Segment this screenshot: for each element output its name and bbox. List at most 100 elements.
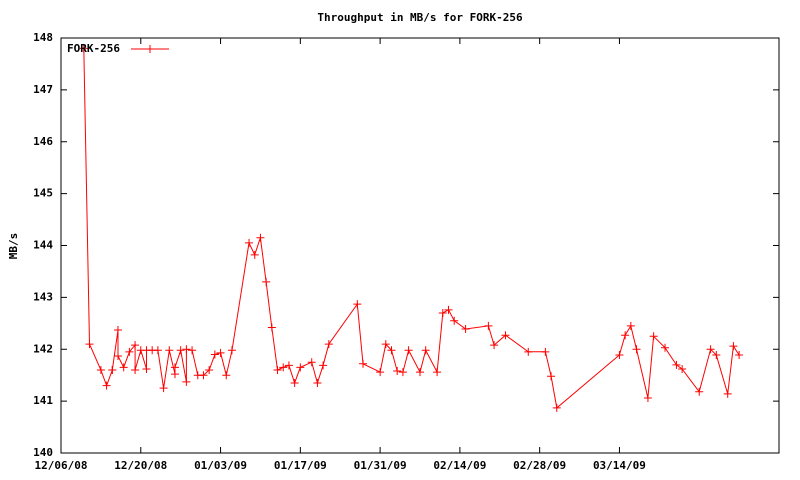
- data-point: [450, 316, 459, 325]
- legend-label: FORK-256: [67, 42, 120, 55]
- data-point: [210, 350, 219, 359]
- data-point: [643, 394, 652, 403]
- x-tick-label: 03/14/09: [593, 459, 646, 472]
- data-point: [706, 345, 715, 354]
- data-point: [404, 346, 413, 355]
- data-point: [131, 366, 140, 374]
- data-point: [672, 360, 681, 369]
- data-point: [267, 323, 276, 332]
- chart-title: Throughput in MB/s for FORK-256: [317, 11, 523, 24]
- data-point: [484, 321, 493, 330]
- data-point: [170, 370, 179, 379]
- data-point: [182, 377, 191, 386]
- data-point: [461, 325, 470, 334]
- data-point: [296, 363, 305, 372]
- data-point: [176, 346, 185, 355]
- data-point: [661, 343, 670, 352]
- data-point: [615, 350, 624, 359]
- data-point: [621, 331, 630, 340]
- data-point: [649, 332, 658, 341]
- data-point: [182, 345, 191, 354]
- data-point: [324, 340, 333, 349]
- y-tick-label: 140: [33, 446, 53, 459]
- data-point: [250, 250, 259, 259]
- x-tick-label: 12/06/08: [35, 459, 88, 472]
- y-tick-label: 144: [33, 239, 53, 252]
- data-point: [552, 403, 561, 412]
- data-point: [290, 378, 299, 387]
- data-point: [96, 366, 105, 374]
- data-point: [421, 346, 430, 355]
- data-point: [131, 341, 140, 350]
- data-point: [729, 342, 738, 351]
- data-point: [387, 346, 396, 355]
- y-tick-label: 148: [33, 31, 53, 44]
- data-point: [125, 347, 134, 356]
- y-tick-label: 143: [33, 290, 53, 303]
- data-point: [256, 233, 265, 242]
- data-point: [102, 381, 111, 390]
- data-point: [398, 368, 407, 377]
- data-point: [433, 368, 442, 377]
- data-point: [165, 346, 174, 355]
- data-point: [416, 368, 424, 377]
- plot-frame: [60, 37, 780, 454]
- legend-marker: [146, 45, 154, 53]
- data-point: [262, 277, 271, 286]
- data-point: [438, 308, 447, 317]
- data-point: [216, 348, 225, 357]
- data-point: [376, 368, 385, 377]
- data-point: [319, 361, 328, 370]
- data-point: [501, 331, 510, 340]
- data-point: [524, 347, 533, 356]
- y-tick-label: 145: [33, 187, 53, 200]
- data-point: [153, 346, 162, 355]
- data-point: [119, 363, 128, 372]
- data-point: [108, 366, 117, 374]
- data-point: [85, 340, 94, 349]
- data-point: [245, 238, 254, 247]
- data-point: [626, 321, 635, 330]
- data-point: [723, 389, 732, 398]
- data-point: [547, 372, 556, 381]
- data-point: [444, 305, 453, 314]
- data-point: [188, 346, 197, 355]
- data-point: [735, 350, 744, 359]
- data-point: [159, 384, 168, 393]
- data-point: [227, 346, 236, 355]
- data-point: [199, 371, 208, 380]
- data-point: [712, 350, 721, 359]
- data-point: [632, 345, 641, 354]
- data-point: [678, 364, 687, 373]
- data-point: [381, 340, 390, 349]
- data-point: [205, 366, 214, 374]
- data-point: [222, 371, 231, 380]
- data-point: [313, 378, 322, 387]
- x-tick-label: 01/31/09: [354, 459, 407, 472]
- data-point: [170, 363, 179, 372]
- y-tick-label: 142: [33, 342, 53, 355]
- data-point: [307, 358, 316, 367]
- y-tick-label: 146: [33, 135, 53, 148]
- x-tick-label: 12/20/08: [114, 459, 167, 472]
- x-tick-label: 01/17/09: [274, 459, 327, 472]
- data-point: [359, 359, 368, 368]
- x-tick-label: 01/03/09: [194, 459, 247, 472]
- data-point: [541, 347, 550, 356]
- data-point: [353, 300, 362, 309]
- data-point: [79, 44, 88, 53]
- x-tick-label: 02/14/09: [433, 459, 486, 472]
- data-point: [113, 326, 122, 335]
- y-tick-label: 147: [33, 83, 53, 96]
- y-tick-label: 141: [33, 394, 53, 407]
- data-point: [113, 351, 122, 360]
- data-point: [279, 363, 288, 372]
- x-tick-label: 02/28/09: [513, 459, 566, 472]
- data-point: [490, 341, 499, 350]
- data-point: [393, 367, 402, 376]
- data-point: [273, 366, 282, 374]
- data-point: [284, 361, 293, 370]
- series-line: [83, 48, 740, 409]
- data-point: [695, 387, 704, 396]
